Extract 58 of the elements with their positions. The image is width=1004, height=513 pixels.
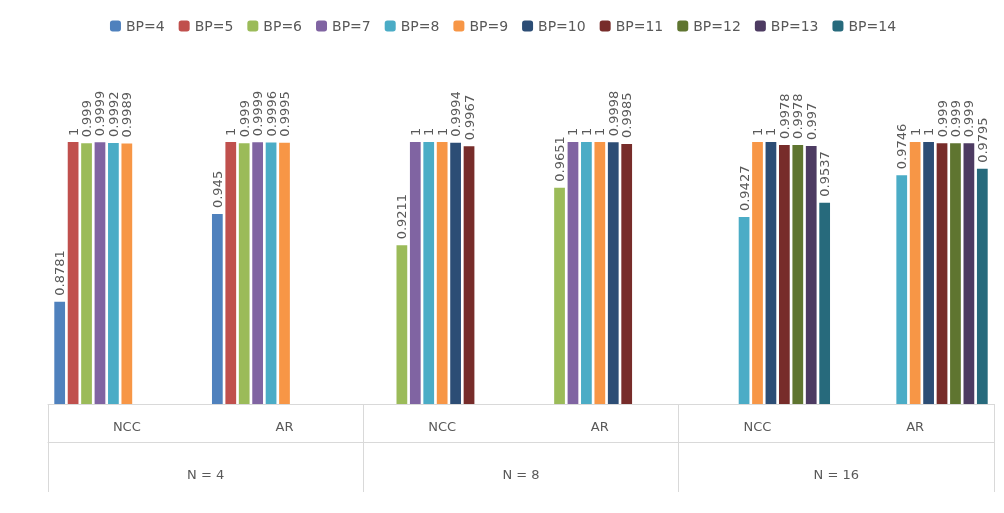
data-label: 0.999 <box>961 100 977 138</box>
legend-label: BP=5 <box>194 18 234 34</box>
data-label: 1 <box>921 127 937 136</box>
x-tick-label: AR <box>590 419 609 434</box>
data-label: 0.9999 <box>92 90 108 137</box>
data-label: 1 <box>578 127 594 136</box>
data-label: 0.997 <box>803 102 819 140</box>
data-label: 1 <box>750 127 765 136</box>
data-label: 0.999 <box>947 100 963 138</box>
legend-label: BP=7 <box>332 18 371 34</box>
data-label: 0.945 <box>209 170 225 209</box>
data-label: 0.9989 <box>119 91 135 138</box>
data-label: 0.9996 <box>263 91 279 137</box>
legend-label: BP=4 <box>125 18 165 34</box>
text: N = 8 <box>502 467 540 482</box>
data-label: 1 <box>592 127 608 136</box>
data-label: 0.9211 <box>394 193 410 240</box>
legend-label: BP=8 <box>400 18 440 34</box>
data-label: 0.9998 <box>605 90 621 137</box>
x-tick-label: NCC <box>743 419 772 434</box>
data-label: 0.9746 <box>894 123 910 170</box>
data-label: 0.9994 <box>448 91 464 137</box>
data-label: 1 <box>565 127 581 136</box>
text: N = 16 <box>813 467 860 482</box>
x-tick-label: NCC <box>112 419 141 434</box>
legend-label: BP=9 <box>469 18 509 34</box>
data-label: 0.9978 <box>776 93 792 139</box>
x-tick-label: AR <box>275 419 294 434</box>
legend-label: BP=10 <box>538 18 586 34</box>
data-label: 0.9978 <box>790 93 806 139</box>
data-label: 1 <box>763 127 779 136</box>
legend-label: BP=12 <box>693 18 741 34</box>
legend-label: BP=6 <box>263 18 303 34</box>
data-label: 0.9537 <box>817 151 833 197</box>
data-label: 0.999 <box>79 100 95 138</box>
data-label: 1 <box>407 127 423 136</box>
data-label: 0.9995 <box>277 91 292 137</box>
x-tick-label: AR <box>906 419 925 434</box>
data-label: 1 <box>434 127 450 136</box>
data-label: 0.9967 <box>461 94 477 141</box>
x-tick-label: NCC <box>428 419 457 434</box>
data-label: 0.8781 <box>52 250 68 296</box>
legend-label: BP=14 <box>848 18 897 34</box>
legend-label: BP=13 <box>770 18 819 34</box>
data-label: 0.9795 <box>974 117 990 163</box>
legend-label: BP=11 <box>615 18 664 34</box>
data-label: 0.9651 <box>552 136 568 182</box>
data-label: 0.9427 <box>736 165 752 212</box>
data-label: 0.9999 <box>250 90 266 137</box>
data-label: 1 <box>907 127 923 136</box>
data-label: 1 <box>223 127 239 136</box>
data-label: 1 <box>65 127 81 136</box>
data-label: 0.9985 <box>619 92 635 138</box>
data-label: 1 <box>421 127 437 136</box>
data-label: 0.999 <box>934 100 950 138</box>
data-label: 0.9992 <box>105 91 121 138</box>
data-label: 0.999 <box>236 100 252 138</box>
text: N = 4 <box>187 467 225 482</box>
